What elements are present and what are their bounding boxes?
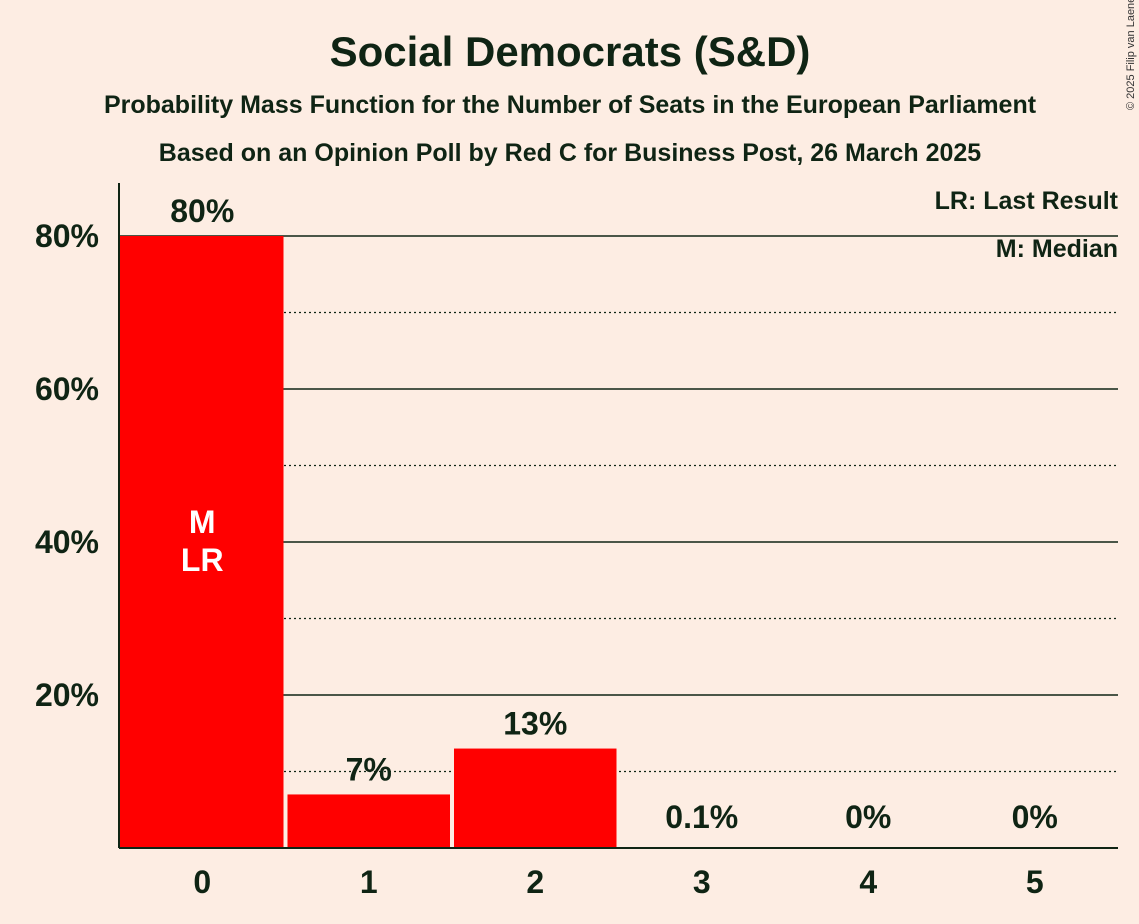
y-axis-ticks: 20% 40% 60% 80% [35, 218, 99, 713]
bar-markers: MLR [181, 504, 224, 578]
x-tick-label: 5 [1026, 864, 1044, 900]
x-tick-label: 3 [693, 864, 711, 900]
bar [120, 236, 284, 848]
bar-marker-lr: LR [181, 542, 224, 578]
y-tick-label: 60% [35, 371, 99, 407]
bar [287, 794, 450, 848]
bar [454, 748, 617, 848]
bar-value-label: 0% [1012, 799, 1058, 835]
bar-value-label: 13% [503, 706, 567, 742]
x-tick-label: 2 [526, 864, 544, 900]
x-tick-label: 0 [193, 864, 211, 900]
bar-value-label: 7% [346, 751, 392, 787]
chart-subtitle: Probability Mass Function for the Number… [104, 91, 1037, 119]
gridlines [119, 235, 1118, 773]
bars [120, 236, 617, 848]
chart-title: Social Democrats (S&D) [330, 28, 811, 75]
y-tick-label: 40% [35, 524, 99, 560]
bar-value-label: 0.1% [665, 799, 738, 835]
y-tick-label: 20% [35, 677, 99, 713]
legend-median: M: Median [996, 235, 1118, 263]
bar-value-label: 80% [170, 193, 234, 229]
x-axis-ticks: 0 1 2 3 4 5 [193, 864, 1043, 900]
legend-last-result: LR: Last Result [935, 187, 1119, 215]
bar-marker-m: M [189, 504, 216, 540]
x-tick-label: 1 [360, 864, 378, 900]
chart-source: Based on an Opinion Poll by Red C for Bu… [159, 139, 982, 167]
y-tick-label: 80% [35, 218, 99, 254]
bar-value-label: 0% [845, 799, 891, 835]
copyright-notice: © 2025 Filip van Laenen [1125, 0, 1137, 110]
x-tick-label: 4 [859, 864, 877, 900]
bar-value-labels: 80% 7% 13% 0.1% 0% 0% [170, 193, 1058, 835]
